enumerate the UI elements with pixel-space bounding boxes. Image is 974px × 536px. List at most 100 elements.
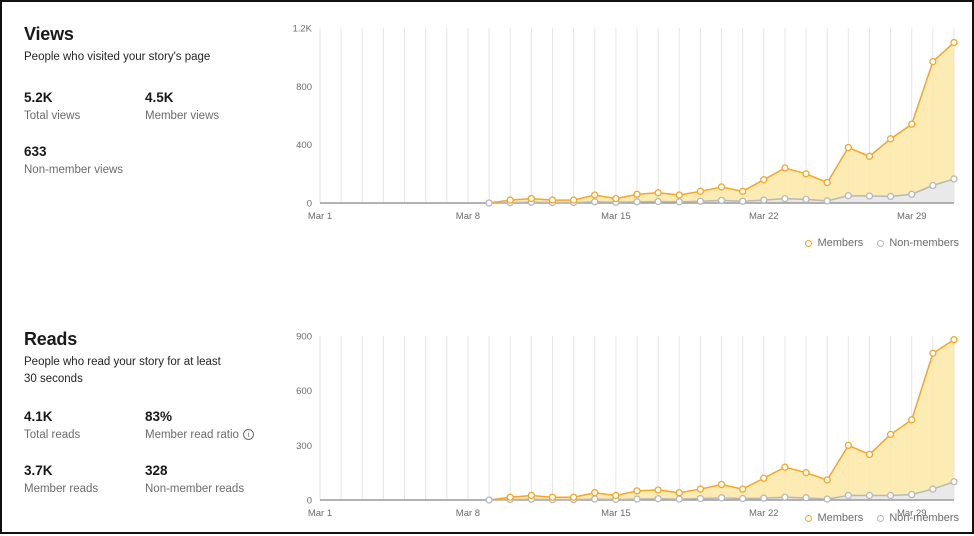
non-members-point [908,490,916,499]
members-point [548,493,557,501]
members-point [929,349,937,357]
non-members-point [823,495,831,503]
views-legend: Members Non-members [805,237,959,249]
legend-members-label: Members [817,237,864,249]
reads-subtitle: People who read your story for at least … [24,356,221,385]
y-tick-label: 900 [296,332,312,343]
x-tick-label: Mar 1 [308,211,332,222]
members-point [802,170,810,178]
non-members-point [886,491,895,500]
non-members-point [929,181,937,190]
non-members-point [886,192,895,201]
non-members-point [591,198,599,206]
members-point [675,191,683,199]
stat-total-reads: 4.1K Total reads [24,409,80,441]
views-subtitle: People who visited your story's page [24,51,211,63]
stat-label: Non-member reads [145,483,245,495]
members-point [739,485,747,493]
reads-chart[interactable]: 0 300 600 900 Mar 1 Mar 8 Mar 15 Mar 22 Mar 29 [292,324,962,524]
x-tick-label: Mar 15 [601,211,631,222]
members-point [654,189,662,197]
reads-legend: Members Non-members [805,512,959,524]
non-members-dot-icon [877,239,885,247]
legend-non-members[interactable]: Non-members [877,512,959,524]
stat-non-member-reads: 328 Non-member reads [145,463,244,495]
stat-label: Member reads [24,483,99,495]
stat-label: Non-member views [24,164,124,176]
non-members-point [844,491,852,500]
members-point [717,183,726,191]
members-point [696,485,705,493]
views-chart[interactable]: 0 400 800 1.2K Mar 1 Mar 8 Mar 15 Mar 22 Mar 29 [292,20,962,222]
non-members-point [781,493,789,501]
non-members-point [485,496,493,504]
members-point [569,493,578,501]
members-point [633,487,641,495]
members-point [929,57,937,66]
non-members-point [739,197,747,205]
legend-non-members[interactable]: Non-members [877,237,959,249]
x-tick-label: Mar 1 [308,508,332,519]
legend-non-members-label: Non-members [889,237,959,249]
y-tick-label: 300 [296,441,312,452]
stat-label: Member views [145,110,220,122]
legend-members[interactable]: Members [805,512,863,524]
stat-value: 83% [145,409,173,424]
members-point [739,187,747,195]
members-point [886,430,895,439]
non-members-point [633,495,641,503]
y-tick-label: 400 [296,140,312,151]
members-point [506,196,514,204]
stat-member-views: 4.5K Member views [145,90,219,122]
non-members-point [675,495,683,503]
members-point [781,164,789,172]
views-chart-svg: 0 400 800 1.2K Mar 1 Mar 8 Mar 15 Mar 22 Mar 29 [292,24,958,222]
stat-member-read-ratio: 83% Member read ratio i [145,409,254,441]
non-members-point [717,196,726,205]
info-icon[interactable]: i [242,429,254,441]
members-point [633,190,641,198]
members-point [696,187,705,195]
members-point [527,491,535,500]
reads-title: Reads [24,329,78,349]
members-point [844,441,852,449]
stat-non-member-views: 633 Non-member views [24,144,123,176]
stat-value: 633 [24,144,47,159]
non-members-point [865,192,874,200]
members-point [612,194,620,203]
members-dot-icon [805,239,813,247]
members-area [320,339,954,500]
x-tick-label: Mar 15 [601,508,631,519]
members-point [760,474,768,482]
stat-value: 328 [145,463,168,478]
non-members-point [654,495,662,503]
members-point [781,463,789,471]
stat-value: 3.7K [24,463,53,478]
members-point [950,38,958,47]
views-section: Views People who visited your story's pa… [2,2,974,262]
non-members-point [696,197,705,205]
non-members-dot-icon [877,514,885,522]
non-members-point [739,494,747,503]
legend-members[interactable]: Members [805,237,863,249]
members-point [760,176,768,184]
non-members-point [823,197,831,205]
non-members-point [654,197,662,206]
stat-total-views: 5.2K Total views [24,90,80,122]
reads-chart-svg: 0 300 600 900 Mar 1 Mar 8 Mar 15 Mar 22 Mar 29 [296,332,958,519]
non-members-point [802,494,810,502]
non-members-point [675,198,683,206]
stat-label-row: Member read ratio i [145,429,254,441]
y-tick-label: 600 [296,386,312,397]
members-point [591,489,599,497]
non-members-point [760,494,768,502]
members-dot-icon [805,514,813,522]
stat-member-reads: 3.7K Member reads [24,463,98,495]
stat-label: Member read ratio [145,429,239,441]
members-point [865,152,874,160]
y-tick-label: 0 [307,496,312,507]
y-tick-label: 0 [307,199,312,210]
members-point [823,476,831,484]
x-tick-label: Mar 8 [456,508,480,519]
